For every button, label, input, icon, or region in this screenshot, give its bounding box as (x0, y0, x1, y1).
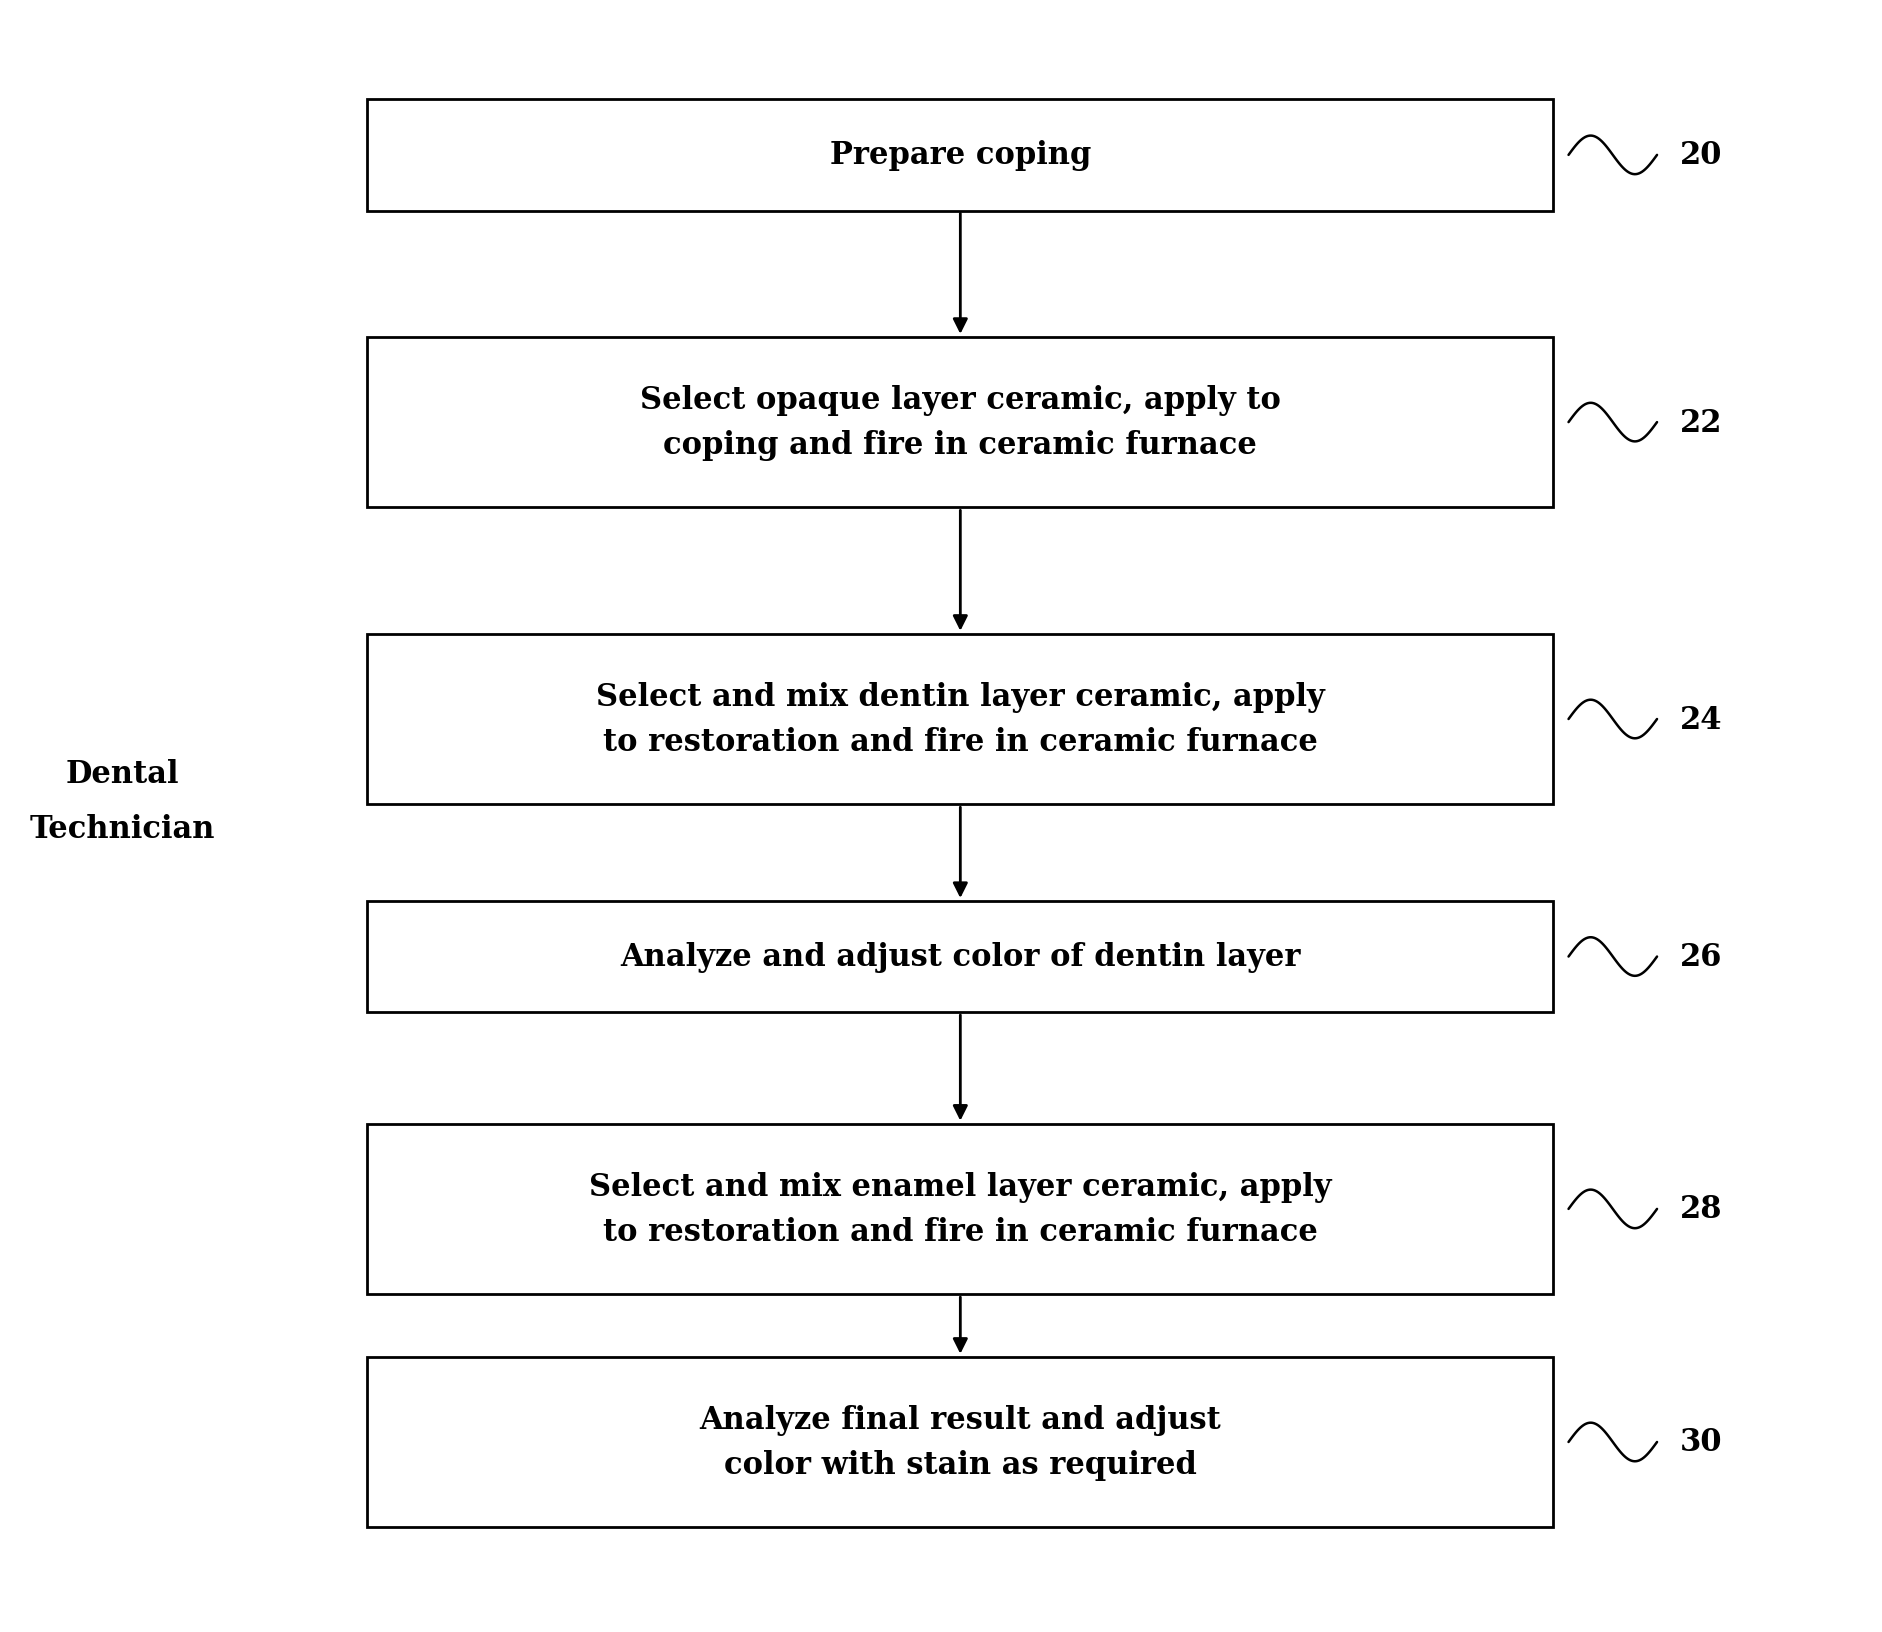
Text: Select and mix enamel layer ceramic, apply
to restoration and fire in ceramic fu: Select and mix enamel layer ceramic, app… (589, 1172, 1331, 1247)
Text: 20: 20 (1679, 140, 1722, 171)
Bar (367, 901, 1553, 1012)
Text: 24: 24 (1679, 703, 1722, 734)
Text: Analyze and adjust color of dentin layer: Analyze and adjust color of dentin layer (619, 942, 1300, 973)
Bar (367, 100, 1553, 212)
Bar (367, 1124, 1553, 1294)
Text: Dental
Technician: Dental Technician (30, 759, 215, 844)
Bar (367, 338, 1553, 508)
Bar (367, 635, 1553, 805)
Text: 28: 28 (1679, 1193, 1722, 1224)
Text: Select and mix dentin layer ceramic, apply
to restoration and fire in ceramic fu: Select and mix dentin layer ceramic, app… (595, 682, 1325, 757)
Text: 22: 22 (1679, 408, 1722, 439)
Text: 26: 26 (1679, 942, 1722, 973)
Text: Select opaque layer ceramic, apply to
coping and fire in ceramic furnace: Select opaque layer ceramic, apply to co… (640, 385, 1280, 460)
Text: Analyze final result and adjust
color with stain as required: Analyze final result and adjust color wi… (698, 1404, 1221, 1480)
Text: Prepare coping: Prepare coping (830, 140, 1090, 171)
Text: 30: 30 (1679, 1426, 1722, 1457)
Bar (367, 1356, 1553, 1528)
